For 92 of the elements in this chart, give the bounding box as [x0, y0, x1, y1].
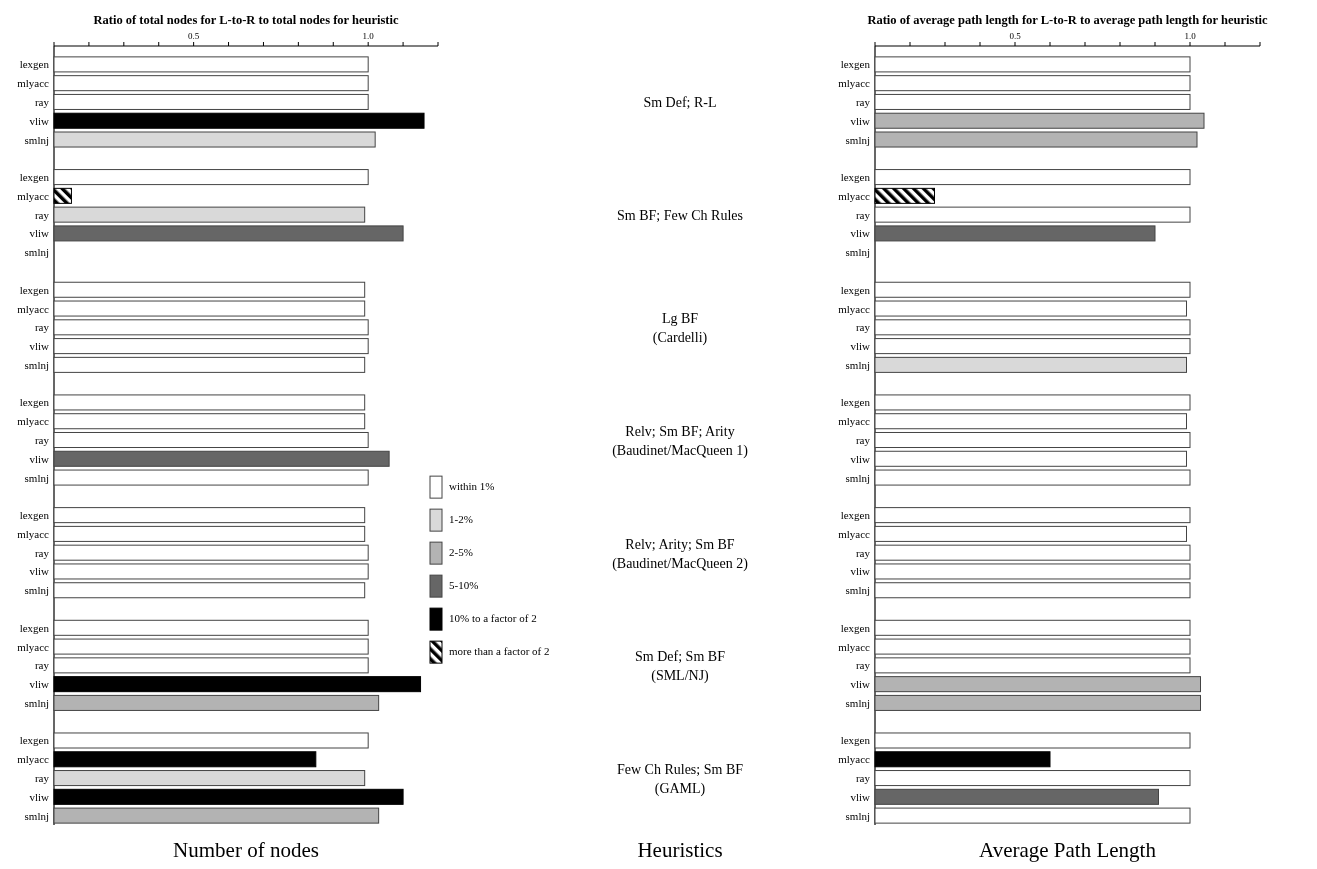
- y-tick-label: vliw: [850, 452, 871, 465]
- x-tick-label: 1.0: [1184, 31, 1197, 41]
- y-tick-label: mlyacc: [17, 640, 50, 653]
- y-tick-label: vliw: [850, 565, 871, 578]
- y-tick-label: lexgen: [19, 58, 50, 71]
- y-tick-label: smlnj: [24, 809, 49, 822]
- y-tick-label: lexgen: [19, 734, 50, 747]
- legend-label: 5-10%: [449, 579, 479, 592]
- y-tick-label: vliw: [29, 114, 50, 127]
- y-tick-label: mlyacc: [17, 527, 50, 540]
- y-tick-label: mlyacc: [17, 302, 50, 315]
- y-tick-label: lexgen: [19, 509, 50, 522]
- y-tick-label: lexgen: [840, 734, 871, 747]
- text: Relv; Sm BF; Arity (Baudinet/MacQueen 1): [612, 424, 749, 459]
- y-tick-label: smlnj: [845, 246, 870, 259]
- text: Sm Def; Sm BF (SML/NJ): [635, 649, 726, 685]
- x-tick-label: 0.5: [1009, 31, 1022, 41]
- y-tick-label: vliw: [850, 678, 871, 691]
- y-tick-label: ray: [34, 772, 50, 785]
- text: Heuristics: [637, 838, 723, 862]
- text: Sm Def; R-L: [643, 94, 717, 110]
- y-tick-label: lexgen: [19, 283, 50, 296]
- y-tick-label: mlyacc: [838, 753, 871, 766]
- y-tick-label: vliw: [29, 227, 50, 240]
- chart-title: Ratio of average path length for L-to-R to average path length for heuristic: [867, 13, 1269, 27]
- y-tick-label: smlnj: [24, 358, 49, 371]
- y-tick-label: mlyacc: [17, 77, 50, 90]
- y-tick-label: mlyacc: [17, 415, 50, 428]
- y-tick-label: mlyacc: [17, 753, 50, 766]
- y-tick-label: smlnj: [845, 809, 870, 822]
- y-tick-label: ray: [34, 659, 50, 672]
- legend-label: 2-5%: [449, 546, 473, 559]
- y-tick-label: ray: [34, 546, 50, 559]
- y-tick-label: smlnj: [845, 133, 870, 146]
- y-tick-label: ray: [855, 659, 871, 672]
- legend-label: within 1%: [449, 480, 495, 493]
- y-tick-label: lexgen: [840, 283, 871, 296]
- y-tick-label: mlyacc: [838, 77, 871, 90]
- x-axis-title: Average Path Length: [979, 838, 1157, 862]
- y-tick-label: vliw: [850, 227, 871, 240]
- y-tick-label: ray: [34, 434, 50, 446]
- y-tick-label: smlnj: [845, 358, 870, 371]
- text: Few Ch Rules; Sm BF (GAML): [616, 762, 744, 798]
- y-tick-label: vliw: [29, 452, 50, 465]
- y-tick-label: lexgen: [19, 171, 50, 184]
- y-tick-label: lexgen: [840, 171, 871, 184]
- y-tick-label: smlnj: [24, 696, 49, 709]
- x-tick-label: 0.5: [188, 31, 200, 41]
- y-tick-label: ray: [855, 208, 871, 221]
- y-tick-label: smlnj: [24, 133, 49, 146]
- y-tick-label: ray: [855, 321, 871, 334]
- y-tick-label: vliw: [850, 340, 871, 353]
- chart-title: Ratio of total nodes for L-to-R to total nodes for heuristic: [93, 13, 399, 27]
- y-tick-label: smlnj: [845, 584, 870, 597]
- y-tick-label: ray: [34, 95, 50, 108]
- y-tick-label: lexgen: [840, 509, 871, 522]
- y-tick-label: smlnj: [24, 471, 49, 484]
- y-tick-label: mlyacc: [838, 302, 871, 315]
- y-tick-label: lexgen: [840, 621, 871, 634]
- y-tick-label: ray: [855, 434, 871, 446]
- text: Sm BF; Few Ch Rules: [616, 207, 744, 223]
- y-tick-label: vliw: [29, 678, 50, 691]
- y-tick-label: mlyacc: [838, 415, 871, 428]
- x-tick-label: 1.0: [362, 31, 375, 41]
- y-tick-label: smlnj: [845, 696, 870, 709]
- y-tick-label: ray: [34, 321, 50, 334]
- legend-label: 10% to a factor of 2: [449, 612, 537, 625]
- legend-label: more than a factor of 2: [449, 645, 550, 658]
- legend-label: 1-2%: [449, 513, 473, 526]
- y-tick-label: vliw: [29, 565, 50, 578]
- y-tick-label: lexgen: [840, 58, 871, 71]
- x-axis-title: Number of nodes: [173, 838, 319, 862]
- y-tick-label: lexgen: [19, 621, 50, 634]
- y-tick-label: ray: [855, 546, 871, 559]
- text: Lg BF (Cardelli): [652, 311, 708, 347]
- y-tick-label: lexgen: [19, 396, 50, 409]
- y-tick-label: ray: [34, 208, 50, 221]
- y-tick-label: smlnj: [24, 584, 49, 597]
- y-tick-label: mlyacc: [838, 527, 871, 540]
- text: Relv; Arity; Sm BF (Baudinet/MacQueen 2): [612, 536, 749, 572]
- y-tick-label: smlnj: [24, 246, 49, 259]
- y-tick-label: vliw: [29, 790, 50, 803]
- y-tick-label: vliw: [850, 114, 871, 127]
- y-tick-label: vliw: [29, 340, 50, 353]
- y-tick-label: smlnj: [845, 471, 870, 484]
- y-tick-label: ray: [855, 772, 871, 785]
- y-tick-label: mlyacc: [17, 189, 50, 202]
- y-tick-label: mlyacc: [838, 189, 871, 202]
- y-tick-label: mlyacc: [838, 640, 871, 653]
- y-tick-label: vliw: [850, 790, 871, 803]
- y-tick-label: ray: [855, 95, 871, 108]
- y-tick-label: lexgen: [840, 396, 871, 409]
